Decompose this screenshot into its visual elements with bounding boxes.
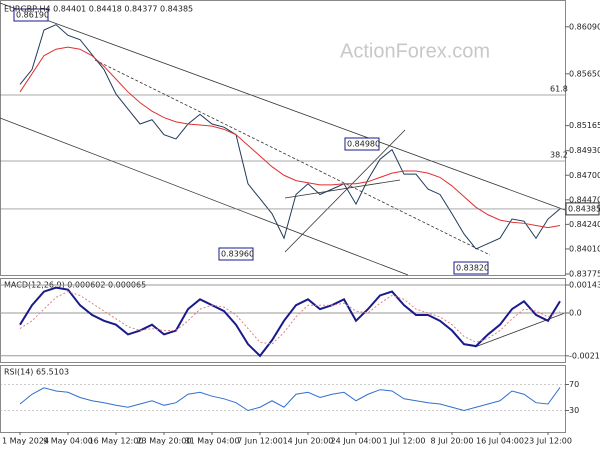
price-box bbox=[218, 247, 254, 261]
price-label: 0.83960 bbox=[221, 250, 254, 259]
price-label: 0.84980 bbox=[347, 140, 380, 149]
x-tick-label: 7 Jun 12:00 bbox=[237, 437, 283, 446]
x-tick-label: 1 Jul 12:00 bbox=[383, 437, 426, 446]
y-tick-label: 0.85650 bbox=[569, 69, 600, 78]
x-tick-label: 8 Jul 20:00 bbox=[431, 437, 474, 446]
x-tick-label: 9 May 04:00 bbox=[43, 437, 93, 446]
price-box bbox=[13, 8, 49, 22]
price-box bbox=[453, 261, 489, 275]
y-tick-label: 30 bbox=[569, 406, 579, 415]
watermark: ActionForex.com bbox=[340, 40, 490, 62]
x-tick-label: 14 Jun 20:00 bbox=[283, 437, 334, 446]
x-tick-label: 23 Jul 12:00 bbox=[524, 437, 572, 446]
price-box bbox=[344, 137, 380, 151]
fib-label: 61.8 bbox=[550, 85, 568, 94]
trendline bbox=[94, 59, 491, 256]
trendline bbox=[0, 117, 409, 276]
y-tick-label: 0.0 bbox=[569, 308, 582, 317]
y-tick-label: 0.84470 bbox=[569, 195, 600, 204]
y-tick-label: 0.84930 bbox=[569, 146, 600, 155]
main-panel bbox=[0, 0, 566, 276]
y-tick-label: 0.85165 bbox=[569, 121, 600, 130]
y-tick-label: 0.001437 bbox=[569, 280, 600, 289]
x-tick-label: 23 May 20:00 bbox=[137, 437, 192, 446]
y-tick-label: 0.86090 bbox=[569, 22, 600, 31]
trendline bbox=[284, 129, 406, 253]
series-line bbox=[19, 387, 561, 412]
x-tick-label: 31 May 04:00 bbox=[185, 437, 240, 446]
x-tick-label: 1 May 2024 bbox=[2, 437, 49, 446]
x-tick-label: 16 May 12:00 bbox=[89, 437, 144, 446]
series-line bbox=[19, 291, 561, 345]
macd-trendline bbox=[474, 312, 566, 348]
series-line bbox=[19, 286, 561, 358]
fib-label: 38.2 bbox=[550, 151, 568, 160]
trendline bbox=[0, 2, 566, 211]
y-tick-label: 0.83775 bbox=[569, 270, 600, 279]
trendline bbox=[284, 179, 401, 199]
chart-title: EURGBP,H4 0.84401 0.84418 0.84377 0.8438… bbox=[4, 5, 193, 14]
macd-panel bbox=[0, 278, 566, 363]
x-tick-label: 16 Jul 04:00 bbox=[476, 437, 524, 446]
x-tick-label: 24 Jun 04:00 bbox=[331, 437, 382, 446]
series-line bbox=[19, 46, 561, 229]
price-label: 0.83820 bbox=[456, 264, 489, 273]
y-tick-label: 70 bbox=[569, 380, 579, 389]
last-price-label: 0.84385 bbox=[568, 204, 600, 213]
y-tick-label: 0.84010 bbox=[569, 244, 600, 253]
y-tick-label: -0.002197 bbox=[569, 351, 600, 360]
last-price-box bbox=[565, 202, 600, 216]
y-tick-label: 0.84700 bbox=[569, 171, 600, 180]
series-line bbox=[19, 24, 561, 250]
price-label: 0.86190 bbox=[16, 11, 49, 20]
rsi-panel bbox=[0, 365, 566, 433]
rsi-title: RSI(14) 65.5103 bbox=[4, 368, 69, 377]
y-tick-label: 0.84240 bbox=[569, 220, 600, 229]
